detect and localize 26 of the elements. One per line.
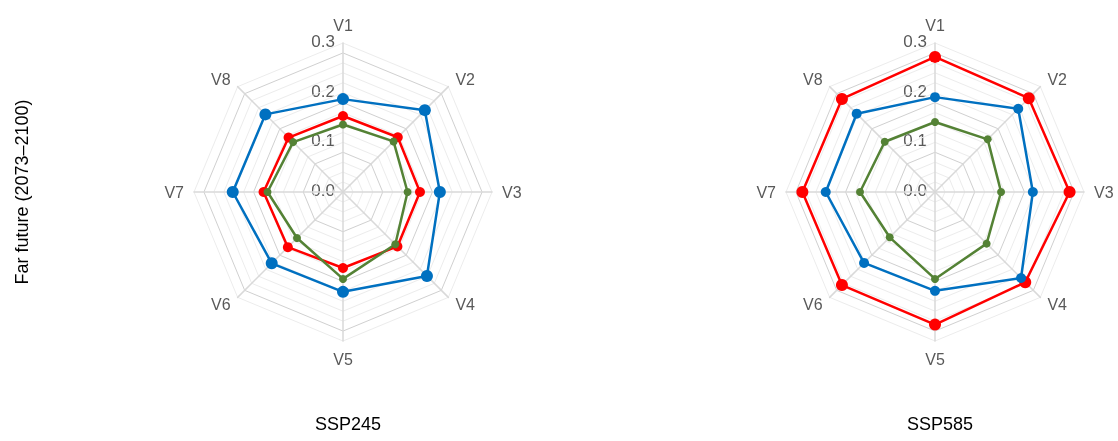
spoke-label: V1 (925, 16, 945, 34)
spoke-label: V6 (802, 295, 823, 313)
spoke-label: V2 (1047, 71, 1068, 89)
y-tick-label: 0.0 (903, 181, 927, 200)
spoke-label: V8 (802, 71, 823, 89)
y-tick-label: 0.1 (903, 131, 927, 151)
text: Far future (2073–2100) (12, 99, 32, 285)
spoke-label: V8 (210, 71, 231, 89)
spoke-label: V4 (455, 295, 476, 313)
spoke-label: V6 (210, 295, 231, 313)
text: SSP245 (314, 414, 382, 434)
y-tick-label: 0.3 (311, 32, 335, 51)
spoke-label: V1 (333, 16, 353, 34)
spoke-label: V7 (164, 183, 185, 201)
spoke-label: V4 (1047, 295, 1068, 313)
y-tick-label: 0.3 (903, 32, 927, 51)
y-tick-label: 0.2 (903, 81, 927, 101)
spoke-label: V7 (756, 183, 777, 201)
y-tick-label: 0.0 (311, 181, 335, 200)
spoke-label: V3 (502, 183, 522, 201)
spoke-label: V5 (925, 350, 945, 368)
y-tick-label: 0.2 (311, 81, 335, 101)
spoke-label: V5 (333, 350, 353, 368)
spoke-label: V2 (455, 71, 476, 89)
spoke-label: V3 (1094, 183, 1114, 201)
text: SSP585 (906, 414, 974, 434)
